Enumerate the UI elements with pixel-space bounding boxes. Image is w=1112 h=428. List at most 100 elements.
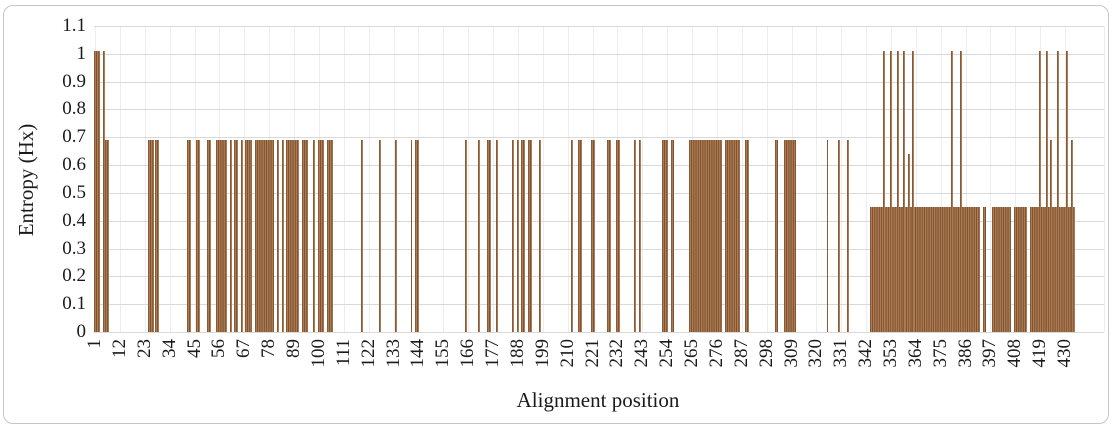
gridline-vertical: [343, 26, 345, 332]
gridline-horizontal: [94, 332, 1104, 333]
x-tick-label: 375: [929, 339, 951, 368]
x-tick-label: 166: [457, 339, 479, 368]
x-tick-label: 67: [233, 339, 255, 358]
gridline-vertical: [493, 26, 495, 332]
x-tick-label: 100: [307, 339, 329, 368]
x-tick-label: 331: [830, 339, 852, 368]
x-tick-label: 23: [133, 339, 155, 358]
y-tick-label: 0: [76, 321, 87, 342]
bar-segment: [1057, 51, 1060, 332]
x-tick-label: 276: [705, 339, 727, 368]
bar-segment: [528, 140, 532, 332]
x-tick-label: 320: [805, 339, 827, 368]
gridline-vertical: [443, 26, 445, 332]
x-tick-label: 122: [357, 339, 379, 368]
y-tick-label: 0.1: [62, 293, 86, 315]
gridline-horizontal: [94, 81, 1104, 83]
bar-segment: [195, 140, 200, 332]
y-tick-label: 0.3: [62, 237, 86, 259]
gridline-vertical: [567, 26, 569, 332]
x-axis-title: Alignment position: [516, 388, 680, 412]
gridline-horizontal: [94, 137, 1104, 139]
y-tick-label: 0.6: [62, 154, 86, 176]
bar-segment: [521, 140, 526, 332]
gridline-vertical: [1104, 26, 1105, 332]
gridline-vertical: [741, 26, 743, 332]
bar-segment: [634, 140, 637, 332]
x-tick-label: 34: [158, 339, 180, 358]
y-axis-title: Entropy (Hx): [14, 123, 38, 237]
bar-segment: [912, 51, 915, 332]
bar-segment: [883, 51, 885, 332]
x-tick-label: 221: [581, 339, 603, 368]
gridline-horizontal: [94, 248, 1104, 250]
bar-segment: [394, 140, 397, 332]
bar-segment: [216, 140, 227, 332]
bar-segment: [539, 140, 542, 332]
bar-segment: [240, 140, 243, 332]
bar-segment: [516, 140, 519, 332]
x-tick-label: 155: [432, 339, 454, 368]
bar-segment: [1039, 51, 1041, 332]
bar-segment: [186, 140, 191, 332]
x-tick-label: 199: [531, 339, 553, 368]
gridline-horizontal: [94, 276, 1104, 278]
bar-segment: [360, 140, 363, 332]
bar-segment: [207, 140, 211, 332]
x-tick-label: 133: [382, 339, 404, 368]
bar-segment: [281, 140, 284, 332]
x-tick-label: 342: [855, 339, 877, 368]
bar-segment: [302, 140, 309, 332]
bar-segment: [1050, 140, 1053, 332]
gridline-vertical: [940, 26, 942, 332]
gridline-vertical: [418, 26, 420, 332]
bar-segment: [1014, 206, 1028, 332]
gridline-vertical: [144, 26, 146, 332]
bar-segment: [577, 140, 582, 332]
x-tick-label: 386: [954, 339, 976, 368]
gridline-vertical: [244, 26, 246, 332]
bar-segment: [478, 140, 481, 332]
y-tick-label: 0.7: [62, 126, 86, 148]
x-tick-label: 254: [656, 339, 678, 368]
bar-segment: [591, 140, 596, 332]
bar-segment: [688, 140, 722, 332]
x-tick-label: 309: [780, 339, 802, 368]
x-tick-label: 287: [730, 339, 752, 368]
y-tick-label: 0.8: [62, 98, 86, 120]
bar-segment: [607, 140, 612, 332]
x-tick-label: 111: [332, 339, 354, 367]
x-tick-label: 1: [84, 339, 106, 349]
bar-segment: [826, 140, 829, 332]
bar-segment: [1070, 140, 1073, 332]
bar-segment: [1045, 51, 1048, 332]
x-tick-label: 188: [506, 339, 528, 368]
x-tick-label: 265: [681, 339, 703, 368]
bar-segment: [950, 51, 953, 332]
bar-segment: [105, 140, 110, 332]
x-tick-label: 12: [109, 339, 130, 358]
gridline-vertical: [1065, 26, 1067, 332]
bar-segment: [326, 140, 333, 332]
bar-segment: [869, 206, 980, 332]
gridline-vertical: [368, 26, 370, 332]
bar-segment: [103, 51, 105, 332]
y-tick-label: 1: [76, 42, 87, 64]
x-tick-label: 298: [755, 339, 777, 368]
bar-segment: [313, 140, 316, 332]
bar-segment: [277, 140, 280, 332]
gridline-vertical: [915, 26, 917, 332]
x-tick-label: 408: [1004, 339, 1026, 368]
gridline-vertical: [965, 26, 967, 332]
gridline-vertical: [866, 26, 868, 332]
y-tick-label: 0.9: [62, 70, 86, 92]
gridline-vertical: [667, 26, 669, 332]
x-tick-label: 419: [1029, 339, 1051, 368]
bar-segment: [846, 140, 849, 332]
x-tick-label: 210: [556, 339, 578, 368]
bar-segment: [245, 140, 252, 332]
bar-segment: [496, 140, 499, 332]
gridline-vertical: [542, 26, 544, 332]
bar-segment: [378, 140, 381, 332]
x-tick-label: 364: [904, 339, 926, 368]
